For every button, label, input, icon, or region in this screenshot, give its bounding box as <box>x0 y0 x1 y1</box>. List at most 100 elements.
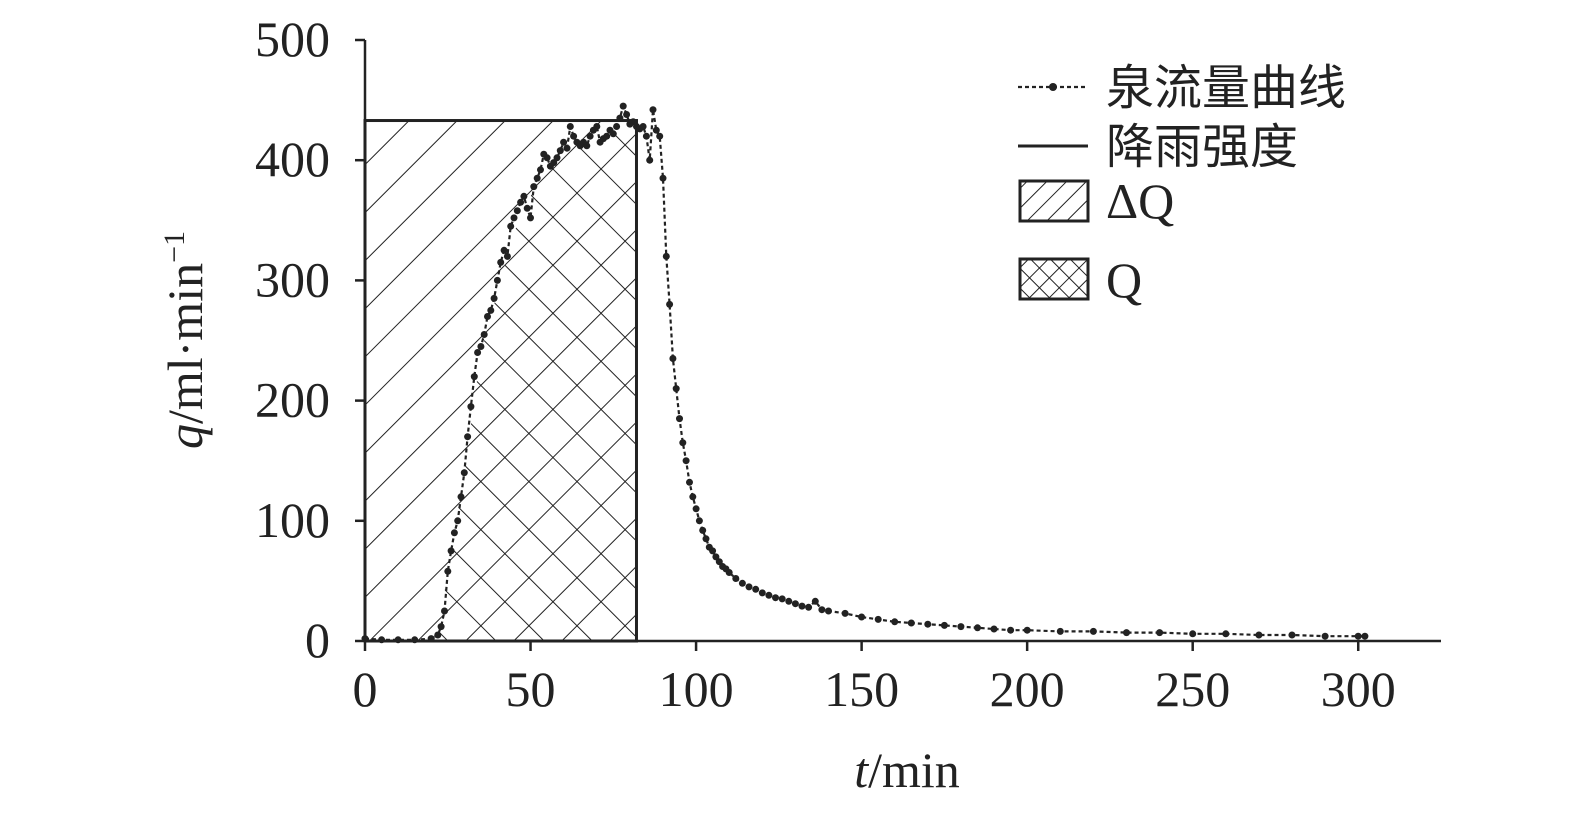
flow-point <box>1321 632 1329 640</box>
flow-point <box>686 478 693 486</box>
flow-point <box>891 618 899 626</box>
flow-point <box>533 174 541 182</box>
flow-point <box>527 214 534 222</box>
flow-point <box>676 415 683 423</box>
flow-point <box>841 609 849 617</box>
flow-point <box>652 126 660 134</box>
flow-point <box>497 258 505 266</box>
y-axis-unit: /ml·min <box>157 263 213 424</box>
flow-point <box>874 615 882 623</box>
y-axis-title: q/ml·min−1 <box>157 231 213 449</box>
flow-point <box>811 597 819 605</box>
flow-point <box>666 300 674 308</box>
y-axis-var: q <box>157 424 213 449</box>
flow-point <box>695 517 703 525</box>
flow-point <box>474 349 482 356</box>
flow-point <box>738 579 746 587</box>
flow-point <box>798 602 806 610</box>
x-tick-label: 200 <box>990 661 1065 717</box>
flow-point <box>510 214 518 222</box>
x-tick-label: 150 <box>824 661 899 717</box>
flow-point <box>603 132 611 140</box>
flow-point <box>543 154 551 162</box>
flow-point <box>556 147 564 155</box>
flow-point <box>745 583 753 591</box>
y-ticks: 0 100 200 300 400 500 <box>255 11 365 668</box>
flow-point <box>444 567 452 575</box>
flow-point <box>940 621 948 629</box>
x-tick-label: 100 <box>659 661 734 717</box>
flow-point <box>467 403 475 411</box>
flow-point <box>457 493 465 501</box>
flow-point <box>563 144 571 152</box>
flow-point <box>480 331 488 338</box>
x-axis-unit: /min <box>868 742 960 798</box>
legend-item-flow: 泉流量曲线 <box>1018 60 1346 116</box>
flow-point <box>732 575 740 582</box>
flow-point <box>662 252 670 260</box>
flow-point <box>656 132 664 140</box>
flow-point <box>1007 626 1015 634</box>
flow-point <box>825 607 832 615</box>
y-tick-label: 200 <box>255 372 330 428</box>
flow-point <box>593 123 601 130</box>
flow-point <box>470 373 478 381</box>
q-region <box>365 120 637 641</box>
flow-point <box>523 204 531 212</box>
flow-point <box>702 535 710 543</box>
flow-point <box>493 276 501 284</box>
flow-point <box>957 623 965 631</box>
flow-point <box>858 613 866 621</box>
flow-point <box>570 132 578 140</box>
axes: 0 50 100 150 200 250 300 0 100 200 300 400 500 <box>255 11 1441 717</box>
flow-point <box>699 526 707 534</box>
flow-point <box>619 102 627 110</box>
flow-point <box>1056 627 1064 635</box>
flow-point <box>682 457 690 465</box>
flow-point <box>441 607 448 615</box>
flow-series <box>361 102 1369 644</box>
flow-point <box>772 594 779 602</box>
flow-point <box>609 130 617 138</box>
flow-point <box>649 106 657 114</box>
flow-point <box>1089 627 1097 635</box>
flow-point <box>679 439 687 447</box>
flow-point <box>507 222 515 230</box>
flow-point <box>1361 632 1369 640</box>
flow-point <box>394 636 402 644</box>
flow-point <box>361 635 369 643</box>
flow-point <box>974 624 981 632</box>
flow-point <box>437 623 445 631</box>
flow-point <box>583 142 591 150</box>
flow-point <box>709 547 717 555</box>
flow-point <box>990 625 998 633</box>
flow-point <box>1222 630 1230 638</box>
x-axis-var: t <box>854 742 869 798</box>
legend-item-q: Q <box>1018 252 1142 308</box>
flow-point <box>623 111 631 118</box>
flow-series-points <box>361 102 1369 644</box>
flow-point <box>669 355 677 362</box>
x-tick-label: 250 <box>1155 661 1230 717</box>
flow-point <box>378 636 386 644</box>
flow-point <box>1023 626 1031 634</box>
flow-point <box>490 294 498 302</box>
flow-point <box>907 619 915 627</box>
flow-point <box>520 192 528 200</box>
flow-point <box>1354 632 1362 640</box>
flow-point <box>586 132 594 140</box>
y-tick-label: 300 <box>255 251 330 307</box>
legend-delta-q-swatch <box>1018 179 1090 223</box>
x-ticks: 0 50 100 150 200 250 300 <box>353 641 1396 717</box>
flow-point <box>1189 630 1197 638</box>
y-axis-unit-sup: −1 <box>158 231 191 263</box>
flow-point <box>513 207 521 215</box>
flow-point <box>560 138 568 146</box>
y-tick-label: 400 <box>255 131 330 187</box>
flow-point <box>765 591 773 599</box>
flow-point <box>924 620 932 628</box>
legend-flow-marker <box>1049 83 1057 91</box>
flow-point <box>450 529 458 537</box>
y-tick-label: 0 <box>305 612 330 668</box>
